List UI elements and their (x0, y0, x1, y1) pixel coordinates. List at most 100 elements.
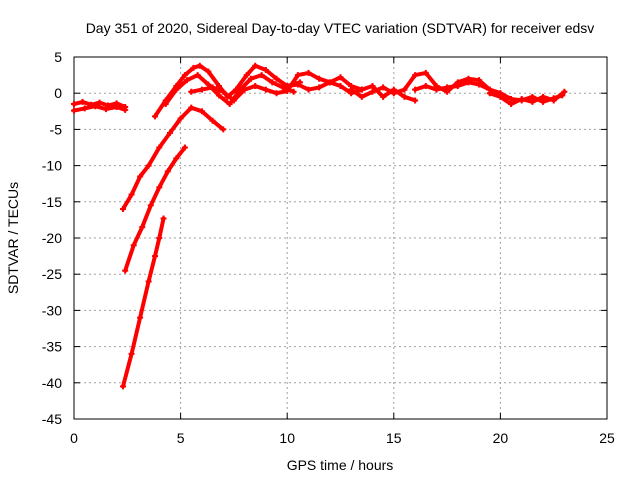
data-point (209, 84, 216, 91)
data-point (145, 278, 152, 285)
data-point (147, 202, 154, 209)
data-point (348, 86, 355, 93)
data-point (262, 86, 269, 93)
data-point (273, 90, 280, 97)
y-tick-label: -40 (42, 375, 62, 391)
data-point (258, 72, 265, 79)
x-tick-label: 20 (493, 430, 509, 446)
data-point (130, 242, 137, 249)
data-point (497, 93, 504, 100)
y-tick-label: -15 (42, 194, 62, 210)
data-point (230, 97, 237, 104)
data-point (284, 82, 291, 89)
data-point (79, 98, 86, 105)
x-axis-label: GPS time / hours (287, 457, 394, 473)
data-point (156, 144, 163, 151)
data-point (194, 72, 201, 79)
data-point (412, 97, 419, 104)
data-point (561, 88, 568, 95)
x-tick-label: 15 (386, 430, 402, 446)
data-point (156, 235, 163, 241)
data-point (243, 72, 250, 79)
data-point (269, 79, 276, 86)
data-point (205, 68, 212, 75)
data-point (190, 64, 197, 71)
data-point (198, 86, 205, 93)
data-point (369, 88, 376, 95)
data-point (290, 88, 297, 95)
data-point (401, 86, 408, 93)
data-point (262, 67, 269, 74)
x-tick-label: 5 (177, 430, 185, 446)
data-point (422, 69, 429, 76)
data-point (226, 101, 233, 108)
y-tick-label: -45 (42, 411, 62, 427)
series-line-arc-4 (123, 145, 187, 273)
y-tick-label: 5 (54, 49, 62, 65)
data-point (198, 108, 205, 115)
data-point (166, 130, 173, 137)
data-point (252, 82, 259, 89)
data-point (369, 82, 376, 89)
y-tick-label: -25 (42, 266, 62, 282)
data-point (183, 77, 190, 84)
data-point (196, 62, 203, 69)
data-point (337, 74, 344, 81)
data-point (326, 79, 333, 86)
data-point (137, 314, 144, 321)
data-point (102, 106, 109, 113)
data-point (316, 75, 323, 82)
data-point (540, 98, 547, 105)
data-point (220, 126, 227, 133)
data-point (390, 90, 397, 97)
data-point (422, 82, 429, 89)
data-point (71, 107, 77, 114)
data-point (152, 113, 159, 120)
data-point (454, 82, 461, 89)
series-group (71, 62, 568, 390)
data-point (444, 84, 451, 91)
data-point (550, 97, 557, 104)
data-point (412, 72, 419, 79)
data-point (128, 191, 135, 198)
data-point (173, 86, 180, 93)
data-point (401, 93, 408, 100)
data-point (162, 101, 169, 108)
data-point (273, 75, 280, 82)
data-point (122, 267, 129, 274)
y-tick-label: -20 (42, 230, 62, 246)
y-tick-label: -30 (42, 302, 62, 318)
data-point (152, 253, 159, 260)
data-point (188, 88, 195, 95)
data-point (113, 103, 120, 110)
x-tick-label: 0 (70, 430, 78, 446)
y-tick-label: -5 (50, 121, 63, 137)
data-point (188, 104, 195, 111)
data-point (358, 86, 365, 93)
grid (74, 57, 607, 419)
data-point (380, 93, 387, 100)
data-point (540, 93, 547, 100)
series-line-arc-5 (121, 105, 226, 211)
series-line-arc-3 (121, 216, 166, 389)
x-tick-label: 25 (599, 430, 615, 446)
y-tick-label: -10 (42, 158, 62, 174)
data-point (145, 162, 152, 169)
data-point (81, 105, 88, 112)
data-point (279, 84, 286, 91)
data-point (529, 93, 536, 100)
data-point (173, 155, 180, 162)
chart-title: Day 351 of 2020, Sidereal Day-to-day VTE… (86, 20, 595, 36)
data-point (508, 101, 515, 108)
data-point (181, 72, 188, 79)
data-point (215, 92, 222, 99)
data-point (120, 206, 127, 213)
data-point (122, 106, 129, 113)
y-tick-label: 0 (54, 85, 62, 101)
y-tick-label: -35 (42, 339, 62, 355)
data-point (305, 86, 312, 93)
data-point (476, 81, 483, 88)
data-point (252, 62, 259, 69)
data-point (247, 75, 254, 82)
data-point (465, 79, 472, 86)
